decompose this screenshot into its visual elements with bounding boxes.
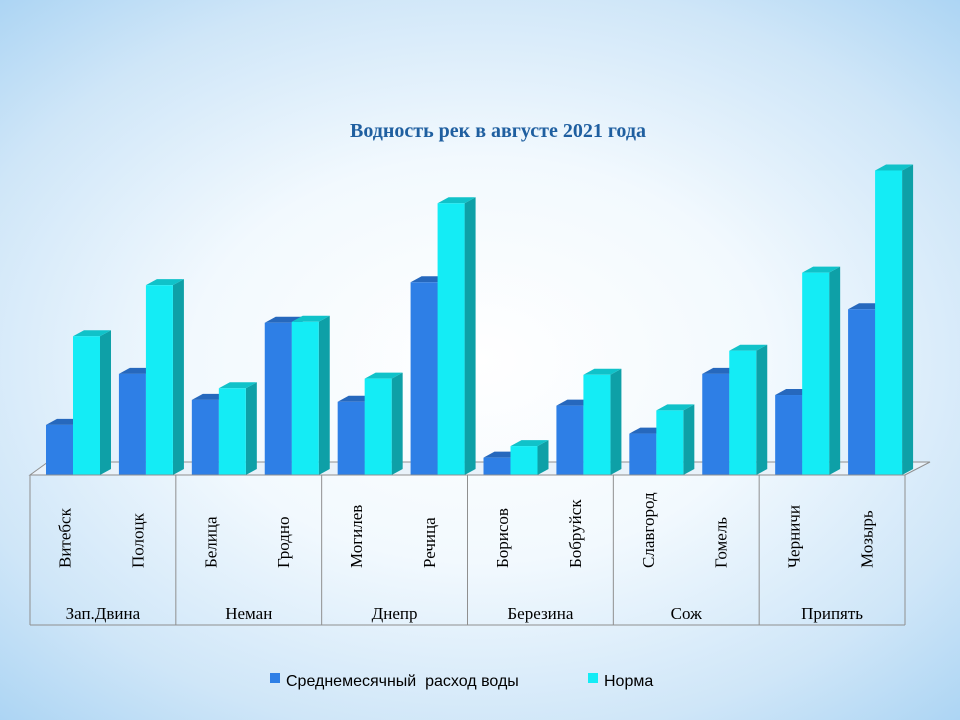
bar-series2-5 xyxy=(364,372,403,475)
x-group-label: Припять xyxy=(801,604,863,623)
legend-swatch-series2 xyxy=(588,673,598,683)
legend: Среднемесячный расход воды Норма xyxy=(270,673,653,690)
x-tick-label: Бобруйск xyxy=(566,499,585,568)
x-tick-label: Черничи xyxy=(785,505,804,568)
x-tick-label: Витебск xyxy=(55,507,74,568)
x-tick-label: Славгород xyxy=(639,492,658,568)
bar-series2-9 xyxy=(656,404,695,475)
x-tick-label: Полоцк xyxy=(128,512,147,568)
bar-series2-10 xyxy=(729,344,768,475)
bar-series2-3 xyxy=(218,382,257,475)
x-group-label: Неман xyxy=(225,604,272,623)
bar-series2-6 xyxy=(437,197,476,475)
bar-series2-4 xyxy=(291,315,330,475)
x-axis: Витебск Полоцк Белица Гродно Могилев Речица Бо… xyxy=(29,474,906,626)
plot-area xyxy=(28,164,931,476)
x-group-label: Днепр xyxy=(372,604,418,623)
bar-series2-1 xyxy=(73,330,111,475)
x-tick-label: Гродно xyxy=(274,516,293,568)
bar-series2-8 xyxy=(583,368,622,475)
x-tick-label: Белица xyxy=(201,516,220,568)
x-tick-label: Гомель xyxy=(712,517,731,568)
bar-series2-12 xyxy=(875,164,914,475)
x-group-label: Сож xyxy=(671,604,702,623)
x-group-label: Березина xyxy=(507,604,573,623)
x-tick-label: Мозырь xyxy=(858,510,877,568)
legend-label-series1: Среднемесячный расход воды xyxy=(286,673,519,690)
bar-series2-2 xyxy=(145,279,184,475)
legend-label-series2: Норма xyxy=(604,673,653,690)
x-tick-label: Речица xyxy=(420,517,439,568)
legend-swatch-series1 xyxy=(270,673,280,683)
x-tick-label: Могилев xyxy=(347,505,366,568)
bar-series2-11 xyxy=(802,266,841,475)
bar-series2-7 xyxy=(510,440,549,475)
x-group-label: Зап.Двина xyxy=(66,604,141,623)
x-tick-label: Борисов xyxy=(493,508,512,568)
chart-title: Водность рек в августе 2021 года xyxy=(350,120,646,142)
